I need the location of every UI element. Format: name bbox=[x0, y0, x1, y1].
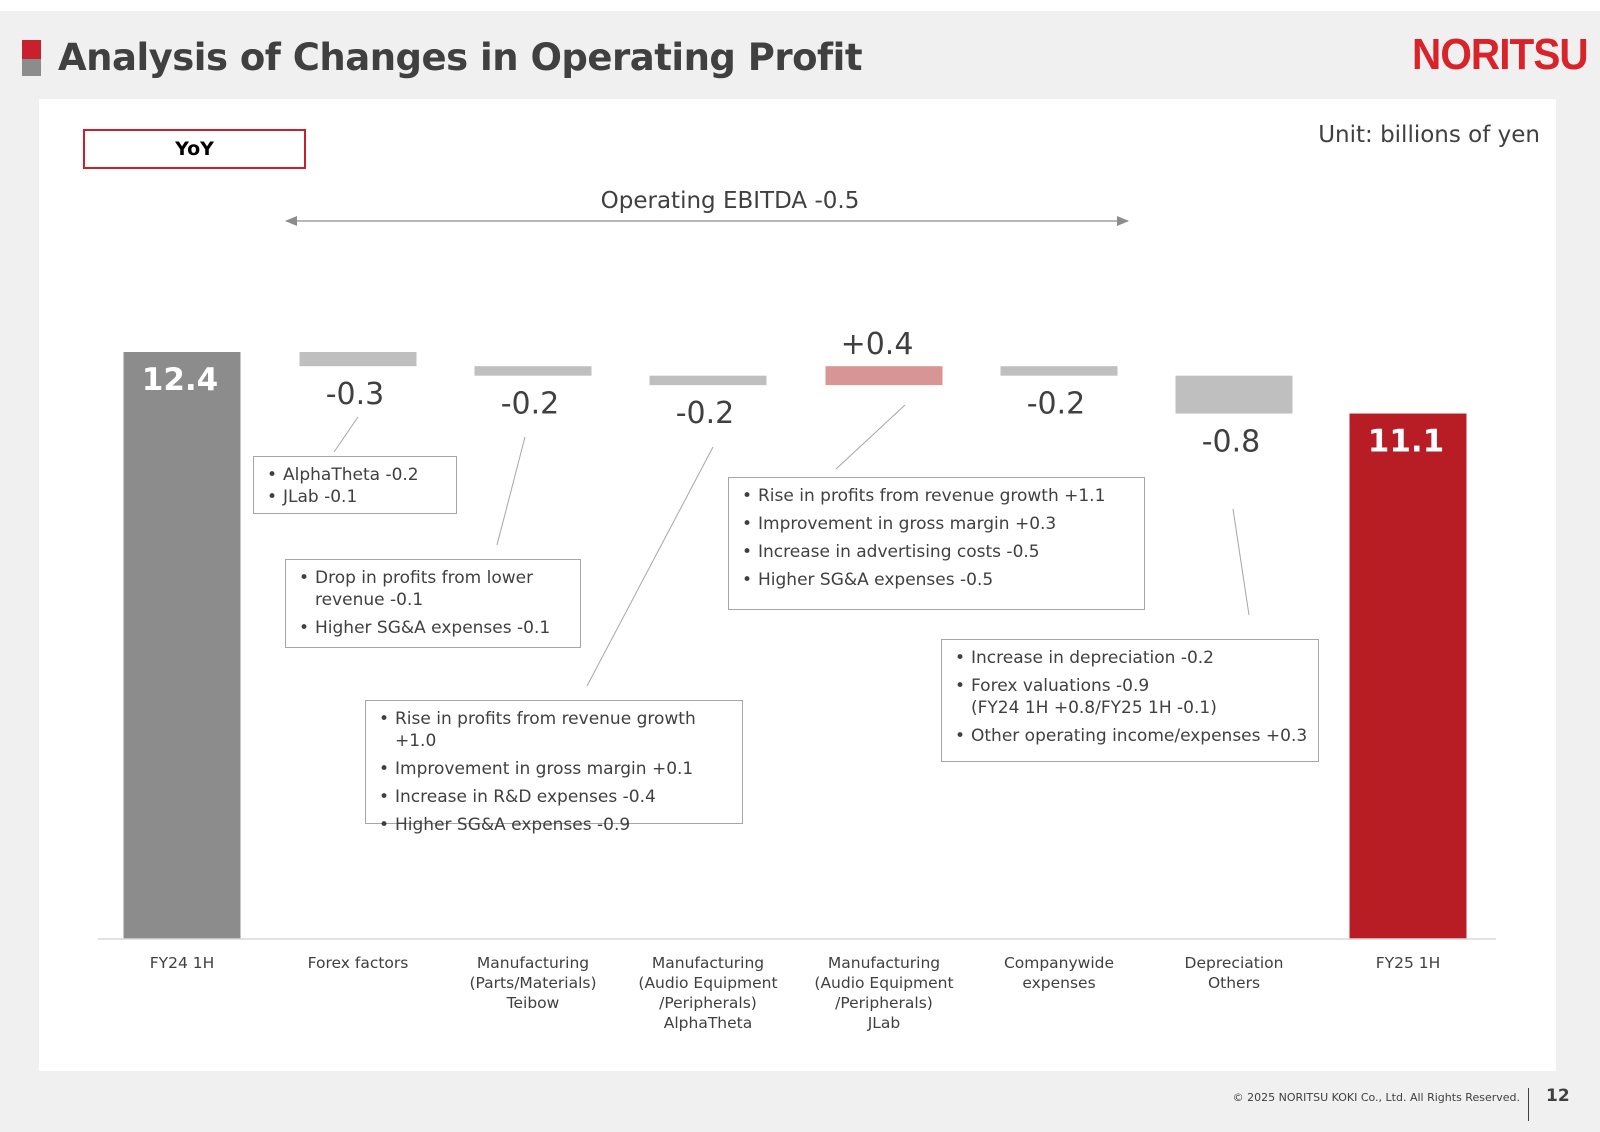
top-strip bbox=[0, 0, 1600, 11]
note-item: Rise in profits from revenue growth +1.1 bbox=[742, 485, 1134, 507]
note-item: Increase in depreciation -0.2 bbox=[955, 647, 1308, 669]
connector-line-6 bbox=[1232, 508, 1250, 616]
value-label-6: -0.8 bbox=[1202, 425, 1261, 460]
bar-7 bbox=[1349, 413, 1467, 940]
category-label-0: FY24 1H bbox=[150, 954, 215, 972]
unit-label: Unit: billions of yen bbox=[1318, 122, 1540, 148]
bar-4 bbox=[825, 366, 943, 386]
note-item: Rise in profits from revenue growth +1.0 bbox=[379, 708, 732, 752]
bar-0 bbox=[123, 352, 241, 939]
note-jlab: Rise in profits from revenue growth +1.1… bbox=[728, 477, 1145, 610]
category-label-4: Manufacturing (Audio Equipment/Peripheral… bbox=[814, 954, 953, 1032]
note-item: Improvement in gross margin +0.1 bbox=[379, 758, 732, 780]
page-title: Analysis of Changes in Operating Profit bbox=[58, 36, 863, 79]
category-label-2: Manufacturing (Parts/Materials) Teibow bbox=[469, 954, 596, 1012]
note-item: Higher SG&A expenses -0.9 bbox=[379, 814, 732, 836]
note-item: Drop in profits from lower revenue -0.1 bbox=[299, 567, 570, 611]
bar-6 bbox=[1175, 375, 1293, 414]
category-label-5: Companywide expenses bbox=[1004, 954, 1114, 992]
value-label-5: -0.2 bbox=[1027, 387, 1086, 422]
note-item: Other operating income/expenses +0.3 bbox=[955, 725, 1308, 747]
note-forex: AlphaTheta -0.2 JLab -0.1 bbox=[253, 456, 457, 514]
note-item: JLab -0.1 bbox=[267, 486, 446, 508]
value-label-2: -0.2 bbox=[501, 387, 560, 422]
value-label-0: 12.4 bbox=[142, 362, 219, 398]
note-item: Improvement in gross margin +0.3 bbox=[742, 513, 1134, 535]
connector-line-1 bbox=[333, 416, 359, 453]
note-item: Forex valuations -0.9 (FY24 1H +0.8/FY25… bbox=[955, 675, 1308, 719]
note-teibow: Drop in profits from lower revenue -0.1 … bbox=[285, 559, 581, 648]
note-alphatheta: Rise in profits from revenue growth +1.0… bbox=[365, 700, 743, 836]
footer-copyright: © 2025 NORITSU KOKI Co., Ltd. All Rights… bbox=[1232, 1091, 1520, 1104]
page-number: 12 bbox=[1546, 1086, 1570, 1106]
ebitda-label: Operating EBITDA -0.5 bbox=[600, 188, 860, 214]
category-label-3: Manufacturing (Audio Equipment/Peripheral… bbox=[638, 954, 777, 1032]
title-accent-red bbox=[22, 40, 41, 59]
value-label-4: +0.4 bbox=[841, 327, 914, 362]
bar-5 bbox=[1000, 366, 1118, 376]
bar-1 bbox=[299, 352, 417, 367]
title-accent-gray bbox=[22, 59, 41, 76]
value-label-3: -0.2 bbox=[676, 396, 735, 431]
connector-line-4 bbox=[835, 404, 906, 470]
connector-line-3 bbox=[586, 446, 714, 687]
bar-3 bbox=[649, 375, 767, 386]
note-depreciation: Increase in depreciation -0.2 Forex valu… bbox=[941, 639, 1319, 762]
category-label-7: FY25 1H bbox=[1376, 954, 1441, 972]
note-item: AlphaTheta -0.2 bbox=[267, 464, 446, 486]
connector-line-2 bbox=[496, 436, 526, 546]
category-label-1: Forex factors bbox=[308, 954, 409, 972]
note-item: Higher SG&A expenses -0.5 bbox=[742, 569, 1134, 591]
yoy-tag: YoY bbox=[83, 129, 306, 169]
bar-2 bbox=[474, 366, 592, 376]
note-item: Increase in advertising costs -0.5 bbox=[742, 541, 1134, 563]
category-label-6: Depreciation Others bbox=[1185, 954, 1284, 992]
value-label-1: -0.3 bbox=[326, 377, 385, 412]
brand-logo: NORITSU bbox=[1412, 30, 1589, 79]
footer-separator bbox=[1528, 1088, 1529, 1121]
value-label-7: 11.1 bbox=[1368, 424, 1445, 460]
note-item: Higher SG&A expenses -0.1 bbox=[299, 617, 570, 639]
note-item: Increase in R&D expenses -0.4 bbox=[379, 786, 732, 808]
